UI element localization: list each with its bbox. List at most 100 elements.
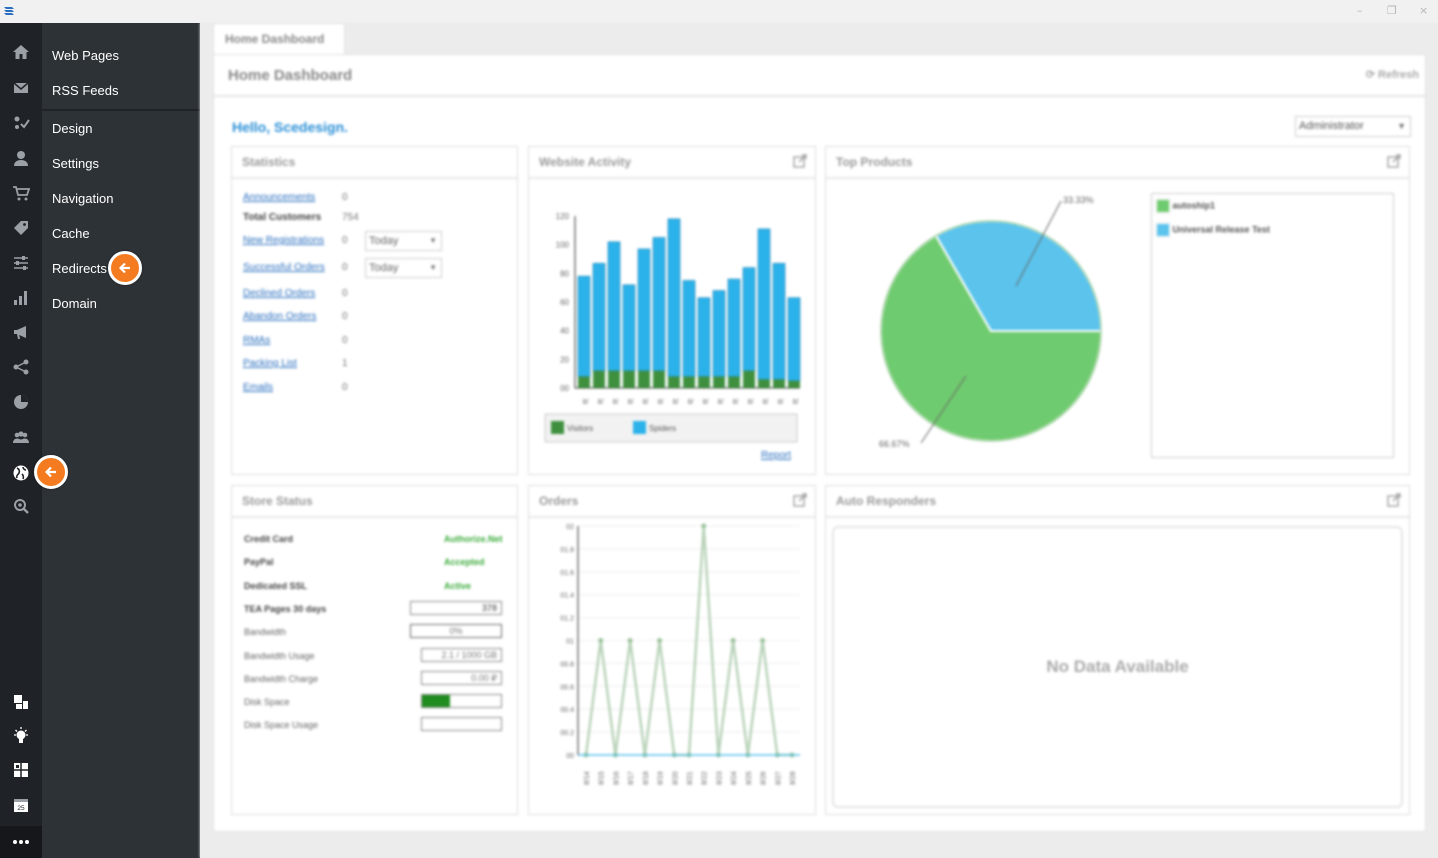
expand-icon[interactable] [793, 493, 807, 507]
bar-spiders [652, 237, 666, 372]
store-status-label: Bandwidth Charge [244, 673, 319, 684]
user-icon[interactable] [10, 147, 32, 169]
title-bar: – ❐ × [0, 0, 1438, 23]
nav-item-web-pages[interactable]: Web Pages [52, 48, 119, 63]
lightbulb-icon[interactable] [10, 725, 32, 747]
calendar-icon[interactable]: 25 [10, 794, 32, 816]
x-tick-label: 8/ [778, 399, 784, 406]
store-status-label: Dedicated SSL [244, 580, 308, 591]
bar-spiders [667, 218, 681, 377]
maximize-button[interactable]: ❐ [1387, 4, 1397, 17]
store-status-title: Store Status [232, 486, 517, 518]
store-status-box [421, 717, 502, 732]
marketing-icon[interactable] [10, 112, 32, 134]
home-icon[interactable] [10, 41, 32, 63]
no-data-message: No Data Available [1046, 657, 1189, 676]
bar-spiders [787, 297, 801, 382]
stat-label[interactable]: New Registrations [243, 235, 325, 246]
y-tick-label: 01.8 [560, 547, 574, 554]
stat-label[interactable]: Successful Orders [243, 262, 325, 273]
close-button[interactable]: × [1419, 4, 1429, 17]
greeting: Hello, Scedesign. [232, 119, 348, 135]
tag-icon[interactable] [10, 217, 32, 239]
role-select[interactable]: Administrator ▼ [1295, 116, 1411, 137]
chevron-down-icon: ▼ [429, 236, 437, 245]
store-status-box: 0% [410, 624, 502, 639]
auto-responders-panel: Auto Responders No Data Available [825, 485, 1410, 815]
store-status-box-value: 0% [449, 626, 463, 637]
sliders-icon[interactable] [10, 252, 32, 274]
nav-item-settings[interactable]: Settings [52, 156, 99, 171]
store-status-box-value: 378 [481, 602, 497, 613]
stat-label[interactable]: Abandon Orders [243, 311, 317, 322]
orders-point [701, 523, 707, 529]
layout-icon[interactable] [10, 691, 32, 713]
stat-label[interactable]: Emails [243, 382, 274, 393]
stat-label[interactable]: Declined Orders [243, 288, 316, 299]
website-activity-title: Website Activity [529, 147, 815, 179]
store-status-label: TEA Pages 30 days [244, 603, 327, 614]
nav-separator [42, 109, 200, 111]
nav-item-design[interactable]: Design [52, 121, 93, 136]
bar-spiders [772, 263, 786, 380]
bar-visitors [593, 370, 605, 388]
store-status-row: Bandwidth Charge 0.00 ₽ [244, 670, 509, 686]
expand-icon[interactable] [1387, 154, 1401, 168]
minimize-button[interactable]: – [1357, 4, 1363, 17]
nav-item-cache[interactable]: Cache [52, 226, 90, 241]
activity-legend [544, 413, 798, 443]
bar-visitors [773, 379, 785, 388]
refresh-label: Refresh [1378, 69, 1419, 81]
stat-label[interactable]: RMAs [243, 335, 271, 346]
bar-visitors [743, 370, 755, 388]
stat-label[interactable]: Announcements [243, 192, 316, 203]
store-status-box: 0.00 ₽ [421, 670, 502, 685]
x-tick-label: 8/17 [628, 771, 635, 785]
nav-item-rss-feeds[interactable]: RSS Feeds [52, 83, 119, 98]
store-status-value: Active [444, 580, 472, 591]
page-title: Home Dashboard [228, 67, 353, 84]
store-status-box: 2.1 / 1000 GB [421, 647, 502, 662]
date-range-select[interactable]: Today ▼ [365, 231, 442, 251]
chevron-down-icon: ▼ [1397, 121, 1406, 131]
pie-label: 66.67% [879, 439, 910, 449]
pie-leader-line [1015, 200, 1062, 287]
expand-icon[interactable] [1387, 493, 1401, 507]
stat-value: 0 [342, 311, 348, 322]
nav-panel: Web Pages RSS Feeds Design Settings Navi… [42, 23, 200, 858]
store-status-box: 5% [421, 694, 502, 709]
tab-home-dashboard[interactable]: Home Dashboard [213, 23, 345, 54]
megaphone-icon[interactable] [10, 321, 32, 343]
date-range-value: Today [369, 235, 399, 247]
cart-icon[interactable] [10, 182, 32, 204]
y-tick-label: 60 [560, 298, 569, 307]
refresh-button[interactable]: ⟳ Refresh [1366, 68, 1419, 81]
stat-value: 0 [342, 335, 348, 346]
share-icon[interactable] [10, 356, 32, 378]
store-status-label: Disk Space Usage [244, 720, 319, 731]
orders-title: Orders [529, 486, 815, 518]
orders-point [760, 638, 766, 643]
x-tick-label: 8/16 [613, 771, 620, 785]
bar-spiders [727, 278, 741, 377]
stat-label[interactable]: Packing List [243, 358, 297, 369]
more-icon[interactable] [10, 831, 32, 853]
orders-point [598, 638, 604, 643]
mail-icon[interactable] [10, 77, 32, 99]
nav-item-domain[interactable]: Domain [52, 296, 97, 311]
x-tick-label: 8/ [643, 399, 649, 406]
date-range-select[interactable]: Today ▼ [365, 258, 442, 278]
x-tick-label: 8/ [613, 399, 619, 406]
expand-icon[interactable] [793, 154, 807, 168]
nav-item-navigation[interactable]: Navigation [52, 191, 114, 206]
report-link[interactable]: Report [761, 450, 792, 461]
bar-visitors [698, 376, 710, 388]
bar-chart-icon[interactable] [10, 287, 32, 309]
x-tick-label: 8/ [688, 399, 694, 406]
nav-item-redirects[interactable]: Redirects [52, 261, 107, 276]
pie-icon[interactable] [10, 391, 32, 413]
modules-icon[interactable] [10, 759, 32, 781]
group-icon[interactable] [10, 426, 32, 448]
search-gear-icon[interactable] [10, 495, 32, 517]
globe-icon[interactable] [10, 462, 32, 484]
